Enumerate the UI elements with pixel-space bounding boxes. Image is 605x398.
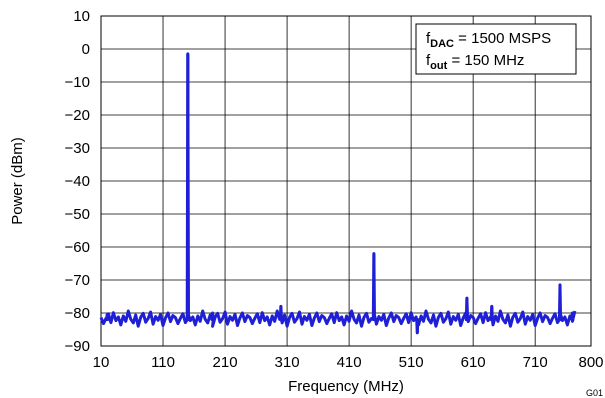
x-tick-label: 610 xyxy=(461,354,486,371)
x-tick-label: 800 xyxy=(578,354,603,371)
legend-line-fdac: fDAC = 1500 MSPS xyxy=(426,30,551,50)
x-tick-label: 710 xyxy=(523,354,548,371)
x-tick-label: 210 xyxy=(213,354,238,371)
y-tick-label: −10 xyxy=(65,74,90,91)
y-tick-label: −30 xyxy=(65,140,90,157)
y-tick-labels: 10 0 −10 −20 −30 −40 −50 −60 −70 −80 −90 xyxy=(65,8,90,355)
x-tick-label: 110 xyxy=(151,354,175,371)
x-tick-label: 410 xyxy=(337,354,362,371)
x-tick-label: 510 xyxy=(399,354,424,371)
grid-lines xyxy=(100,15,592,347)
spur-markers xyxy=(105,53,574,333)
legend-line-fout: fout = 150 MHz xyxy=(426,52,524,72)
x-axis-title: Frequency (MHz) xyxy=(288,378,404,395)
figure-id: G01 xyxy=(586,388,603,398)
y-tick-label: −20 xyxy=(65,107,90,124)
y-tick-label: −80 xyxy=(65,305,90,322)
plot-frame xyxy=(100,15,592,347)
y-axis-title: Power (dBm) xyxy=(9,137,26,225)
x-tick-labels: 10 110 210 310 410 510 610 710 800 xyxy=(93,354,604,371)
y-tick-label: −50 xyxy=(65,206,90,223)
y-tick-label: −60 xyxy=(65,239,90,256)
x-tick-label: 310 xyxy=(275,354,300,371)
spectrum-trace xyxy=(99,52,577,335)
legend-box xyxy=(415,23,577,75)
y-tick-label: −90 xyxy=(65,338,90,355)
y-tick-label: 0 xyxy=(82,41,90,58)
x-tick-label: 10 xyxy=(93,354,110,371)
y-tick-label: 10 xyxy=(73,8,90,25)
y-tick-label: −70 xyxy=(65,272,90,289)
y-tick-label: −40 xyxy=(65,173,90,190)
